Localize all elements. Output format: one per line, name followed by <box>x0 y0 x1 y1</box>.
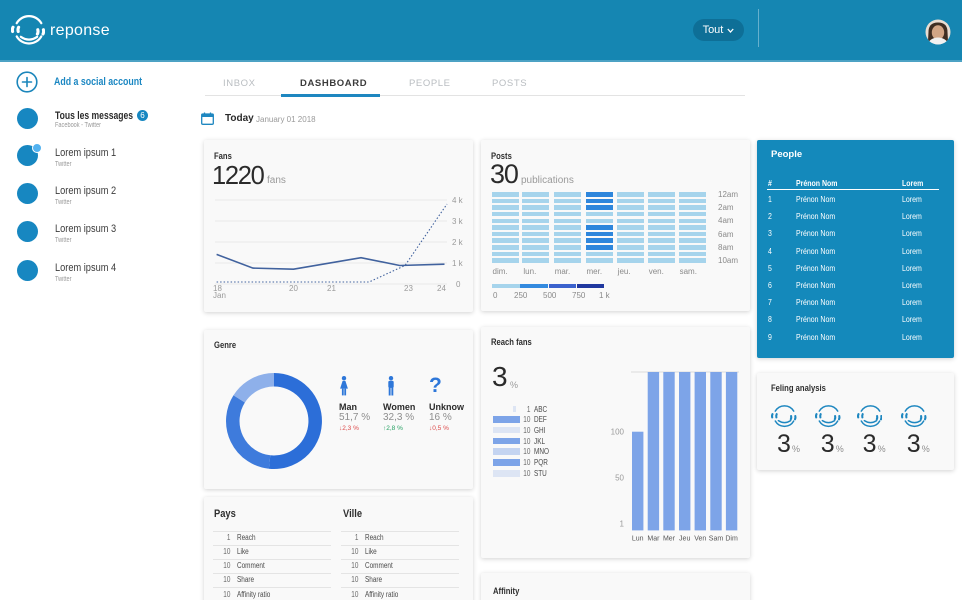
svg-text:Mer: Mer <box>663 536 676 543</box>
svg-text:Jan: Jan <box>213 291 226 300</box>
svg-text:Ven: Ven <box>694 536 706 543</box>
svg-text:50: 50 <box>615 474 624 483</box>
svg-text:24: 24 <box>437 284 446 293</box>
svg-text:100: 100 <box>611 428 625 437</box>
svg-text:Lun: Lun <box>632 536 644 543</box>
svg-text:3 k: 3 k <box>452 217 464 226</box>
svg-text:4 k: 4 k <box>452 196 464 205</box>
svg-text:0: 0 <box>456 280 461 289</box>
svg-text:Dim: Dim <box>725 536 738 543</box>
svg-text:23: 23 <box>404 284 413 293</box>
svg-text:Jeu: Jeu <box>679 536 690 543</box>
svg-text:21: 21 <box>327 284 336 293</box>
svg-text:Mar: Mar <box>647 536 660 543</box>
svg-text:Sam: Sam <box>709 536 724 543</box>
svg-text:18: 18 <box>213 284 222 293</box>
svg-text:1 k: 1 k <box>452 259 464 268</box>
svg-text:2 k: 2 k <box>452 238 464 247</box>
svg-text:20: 20 <box>289 284 298 293</box>
svg-text:1: 1 <box>620 519 625 528</box>
